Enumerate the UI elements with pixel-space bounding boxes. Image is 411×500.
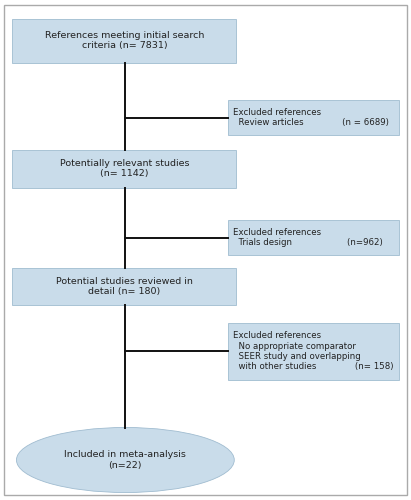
Ellipse shape [16, 428, 234, 492]
Text: Potentially relevant studies
(n= 1142): Potentially relevant studies (n= 1142) [60, 159, 189, 178]
Text: References meeting initial search
criteria (n= 7831): References meeting initial search criter… [45, 31, 204, 50]
Text: Excluded references
  No appropriate comparator
  SEER study and overlapping
  w: Excluded references No appropriate compa… [233, 331, 394, 372]
Text: Excluded references
  Trials design                    (n=962): Excluded references Trials design (n=962… [233, 228, 383, 247]
Text: Potential studies reviewed in
detail (n= 180): Potential studies reviewed in detail (n=… [56, 276, 193, 296]
FancyBboxPatch shape [228, 322, 399, 380]
FancyBboxPatch shape [228, 220, 399, 255]
Text: Included in meta-analysis
(n=22): Included in meta-analysis (n=22) [65, 450, 186, 469]
FancyBboxPatch shape [228, 100, 399, 135]
FancyBboxPatch shape [12, 150, 236, 188]
FancyBboxPatch shape [12, 18, 236, 62]
FancyBboxPatch shape [12, 268, 236, 305]
Text: Excluded references
  Review articles              (n = 6689): Excluded references Review articles (n =… [233, 108, 389, 127]
